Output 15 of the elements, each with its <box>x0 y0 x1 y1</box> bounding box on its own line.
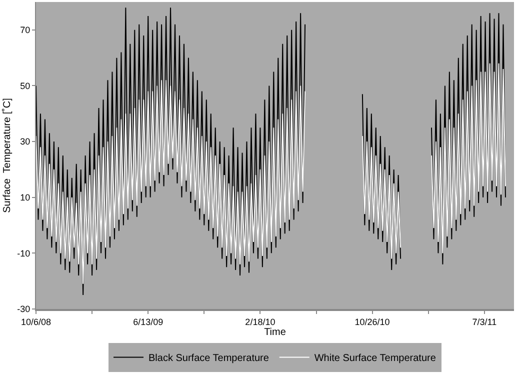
x-tick-label: 10/26/10 <box>354 316 390 327</box>
x-axis-title: Time <box>264 326 286 338</box>
x-tick-label: 10/6/08 <box>20 316 52 327</box>
y-tick-label: 50 <box>20 80 30 91</box>
y-tick-label: -10 <box>17 248 30 258</box>
x-tick-label: 7/3/11 <box>472 316 497 327</box>
y-tick-label: 70 <box>20 25 30 36</box>
legend-label: Black Surface Temperature <box>148 353 270 364</box>
y-tick-label: 30 <box>20 136 30 147</box>
y-tick-label: -30 <box>17 304 30 314</box>
x-tick-label: 6/13/09 <box>133 316 164 327</box>
y-tick-label: 10 <box>20 192 30 203</box>
legend-label: White Surface Temperature <box>314 353 436 364</box>
x-tick-label: 2/18/10 <box>245 316 276 327</box>
y-axis-title: Surface Temperature [˚C] <box>1 98 14 213</box>
